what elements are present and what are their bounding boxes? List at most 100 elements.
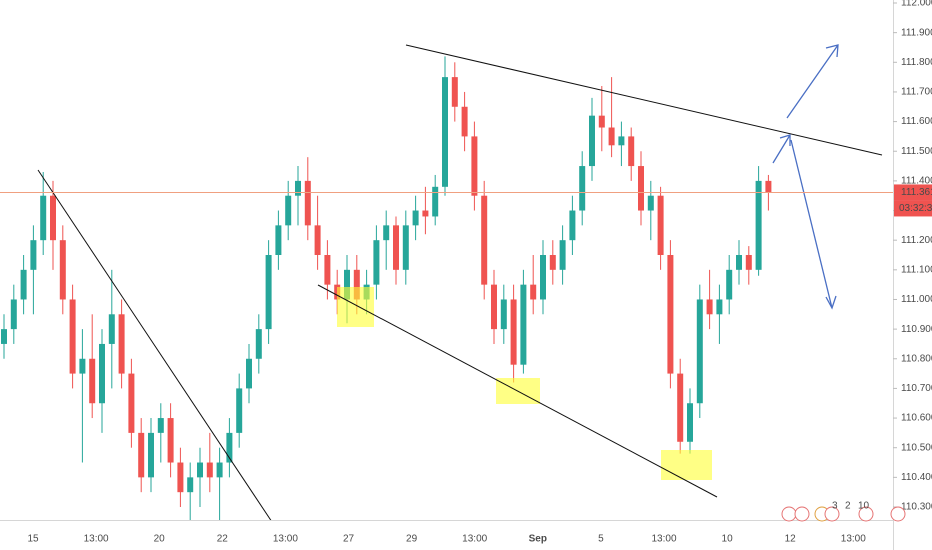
candle-body: [40, 195, 47, 241]
highlight-box: [337, 287, 374, 327]
candle-body: [500, 299, 507, 330]
candle-body: [275, 225, 282, 255]
candle-body: [187, 477, 194, 493]
candle-body: [716, 299, 723, 315]
flag-icon: [781, 506, 797, 522]
candle-body: [461, 106, 468, 137]
candle-body: [118, 314, 125, 374]
flag-icon: [794, 506, 810, 522]
candle-body: [745, 255, 752, 270]
y-tick-label: 110.400: [901, 472, 932, 483]
trend-line: [317, 284, 718, 498]
candle-body: [59, 240, 66, 300]
x-tick-label: 10: [722, 534, 734, 545]
candle-body: [20, 269, 27, 300]
candle-body: [108, 314, 115, 344]
y-tick-label: 111.400: [901, 176, 932, 187]
x-tick-label: 20: [154, 534, 166, 545]
candle-body: [10, 299, 17, 330]
candle-body: [677, 373, 684, 442]
candle-body: [324, 255, 331, 285]
candle-body: [559, 240, 566, 270]
arrow: [772, 134, 791, 164]
candle-body: [540, 255, 546, 300]
candle-body: [79, 358, 86, 374]
y-tick-label: 111.900: [901, 27, 932, 38]
y-tick-label: 111.800: [901, 57, 932, 68]
candle-body: [246, 358, 252, 389]
candle-body: [442, 77, 448, 187]
candle-body: [285, 195, 292, 226]
countdown-label: 03:32:30: [899, 203, 932, 214]
candle-body: [736, 255, 742, 270]
x-tick-label: 13:00: [651, 534, 676, 545]
flag-icon: [824, 506, 840, 522]
candle-body: [667, 255, 674, 374]
candle-body: [608, 127, 615, 146]
candle-body: [647, 195, 654, 211]
candle-body: [618, 136, 625, 146]
candle-body: [696, 299, 703, 404]
candle-body: [726, 269, 733, 300]
candle-body: [30, 240, 37, 270]
candle-body: [432, 186, 439, 217]
candle-body: [471, 136, 478, 196]
candle-body: [373, 240, 380, 285]
candle-body: [89, 358, 96, 404]
event-badges: 3 2 10: [781, 501, 906, 522]
candle-body: [128, 373, 135, 433]
drawings: [37, 44, 883, 520]
candle-body: [69, 299, 76, 374]
candle-body: [393, 225, 399, 270]
candles: [1, 56, 772, 520]
last-price-label: 111.361: [901, 187, 932, 198]
badge-count: 10: [858, 501, 870, 512]
x-tick-label: 15: [27, 534, 39, 545]
candle-body: [422, 210, 429, 217]
x-tick-label: 5: [598, 534, 604, 545]
y-tick-label: 110.300: [901, 502, 932, 513]
y-tick-label: 111.100: [901, 264, 932, 275]
candle-body: [765, 180, 772, 193]
y-tick-label: 110.500: [901, 442, 932, 453]
candle-body: [402, 225, 409, 270]
flag-icon: [890, 506, 906, 522]
last-price-tag: [894, 184, 932, 201]
x-tick-label: 13:00: [84, 534, 109, 545]
candle-body: [412, 210, 419, 226]
candle-body: [569, 210, 576, 241]
candle-body: [520, 284, 527, 365]
x-tick-label: 22: [217, 534, 229, 545]
candle-body: [148, 432, 154, 478]
candle-body: [549, 255, 556, 270]
candle-body: [265, 255, 272, 330]
candle-body: [314, 225, 321, 255]
y-tick-label: 111.600: [901, 116, 932, 127]
candle-body: [1, 329, 7, 344]
candle-body: [598, 115, 605, 128]
y-tick-label: 110.800: [901, 353, 932, 364]
x-tick-label: 29: [406, 534, 418, 545]
y-tick-label: 112.000: [901, 0, 932, 9]
x-tick-label: 27: [343, 534, 355, 545]
candle-body: [353, 269, 360, 300]
x-tick-label: Sep: [529, 534, 547, 545]
candle-body: [167, 418, 174, 463]
y-tick-label: 110.700: [901, 383, 932, 394]
candle-body: [304, 180, 311, 226]
candle-body: [138, 432, 145, 478]
trend-line: [37, 169, 272, 520]
candle-body: [236, 388, 243, 433]
candle-body: [657, 195, 664, 255]
candle-body: [177, 462, 184, 493]
candle-body: [755, 180, 762, 270]
candle-body: [451, 77, 458, 107]
candle-body: [206, 462, 213, 478]
y-tick-label: 110.600: [901, 413, 932, 424]
trend-line: [405, 44, 883, 156]
candle-body: [589, 115, 595, 167]
x-tick-label: 13:00: [273, 534, 298, 545]
countdown-tag: [894, 200, 932, 217]
